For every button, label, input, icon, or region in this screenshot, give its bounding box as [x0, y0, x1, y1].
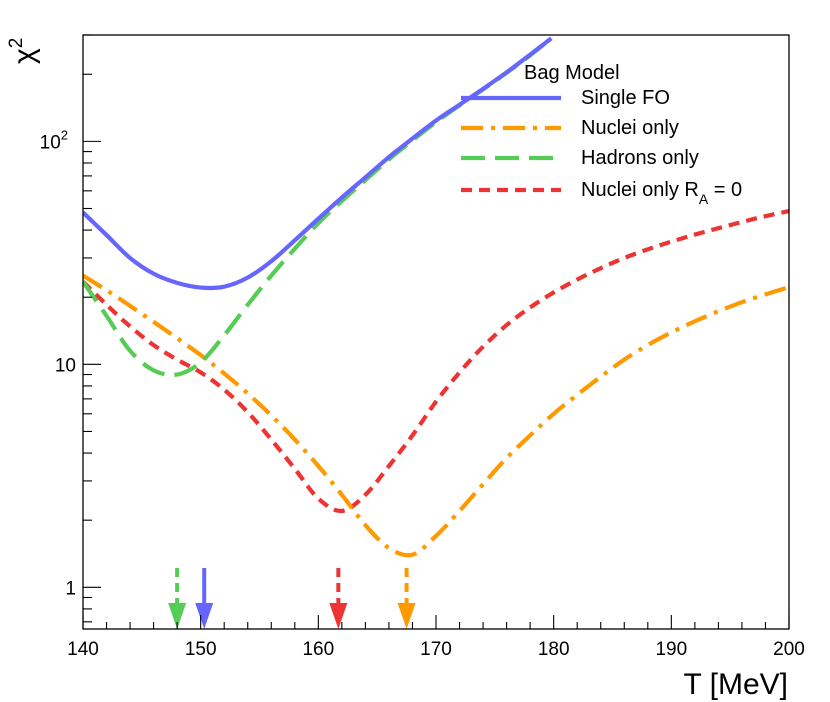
- y-axis-title-superscript: 2: [6, 38, 27, 49]
- x-axis-tick-labels: 140 150 160 170 180 190 200: [67, 639, 805, 660]
- y-axis-tick-labels: 1 10 102: [40, 127, 76, 599]
- y-axis-title: χ2: [6, 38, 41, 64]
- y-axis-ticks: [83, 34, 101, 623]
- x-tick-label: 160: [302, 639, 334, 660]
- legend-title: Bag Model: [524, 62, 620, 84]
- y-axis-title-base: χ: [8, 48, 41, 64]
- x-tick-label: 200: [773, 639, 805, 660]
- legend-label: Hadrons only: [581, 147, 699, 169]
- series-line-nuclei-only-r-a-0: [83, 208, 789, 514]
- x-tick-label: 180: [538, 639, 570, 660]
- series-line-nuclei-only: [83, 273, 789, 558]
- legend-entries: Single FO Nuclei only Hadrons only Nuclei o…: [461, 87, 742, 207]
- legend-label: Single FO: [581, 87, 670, 109]
- minimum-arrow-nuclei-only-r-a-0: [329, 568, 348, 629]
- legend-entry-nuclei-only: Nuclei only: [461, 117, 679, 139]
- series-line-single-fo: [83, 36, 553, 291]
- legend-label: Nuclei only: [581, 117, 679, 139]
- x-axis-title: T [MeV]: [684, 668, 788, 701]
- minimum-arrows-layer: [168, 568, 416, 629]
- x-axis-ticks: [82, 615, 790, 629]
- y-tick-label: 1: [65, 578, 76, 599]
- x-tick-label: 140: [67, 639, 99, 660]
- y-tick-label: 102: [40, 127, 68, 153]
- legend-entry-nuclei-only-r-a-0: Nuclei only RA = 0: [461, 179, 742, 207]
- legend: Bag Model Single FO Nuclei only Hadrons on…: [461, 62, 742, 207]
- x-tick-label: 150: [185, 639, 217, 660]
- curves-layer: [83, 36, 789, 558]
- minimum-arrow-hadrons-only: [168, 568, 187, 629]
- legend-entry-single-fo: Single FO: [461, 87, 670, 109]
- minimum-arrow-nuclei-only: [397, 568, 416, 629]
- legend-entry-hadrons-only: Hadrons only: [461, 147, 699, 169]
- x-tick-label: 190: [655, 639, 687, 660]
- minimum-arrow-single-fo: [195, 568, 214, 629]
- y-tick-label: 10: [55, 355, 76, 376]
- x-tick-label: 170: [420, 639, 452, 660]
- plot-frame: [82, 34, 790, 630]
- legend-label: Nuclei only RA = 0: [581, 179, 742, 207]
